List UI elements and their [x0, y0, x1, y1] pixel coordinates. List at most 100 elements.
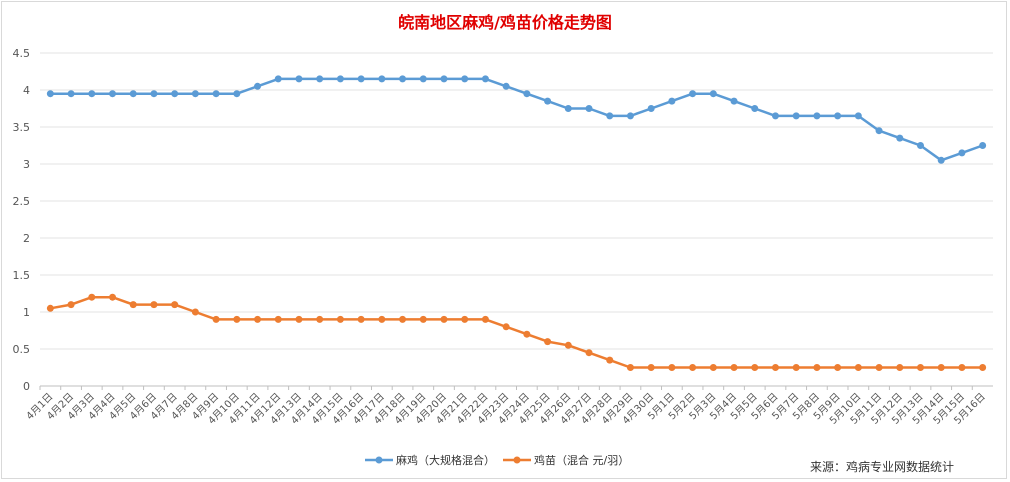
x-axis: 4月1日4月2日4月3日4月4日4月5日4月6日4月7日4月8日4月9日4月10… [24, 386, 988, 427]
data-point-series-1 [626, 364, 634, 371]
data-point-series-1 [813, 364, 821, 371]
data-point-series-0 [854, 112, 862, 120]
data-point-series-0 [544, 97, 552, 105]
data-point-series-0 [792, 112, 800, 120]
y-tick-label: 0 [23, 380, 30, 393]
legend-label-series-1: 鸡苗（混合 元/羽） [534, 453, 629, 467]
data-point-series-0 [564, 105, 572, 112]
data-point-series-1 [254, 315, 262, 323]
data-point-series-1 [854, 364, 862, 371]
data-point-series-1 [336, 315, 344, 323]
data-point-series-0 [916, 142, 924, 149]
data-point-series-0 [109, 90, 117, 98]
data-point-series-1 [109, 293, 117, 301]
y-tick-label: 4 [23, 84, 30, 97]
data-point-series-0 [523, 90, 531, 98]
data-point-series-1 [233, 315, 241, 323]
series-line-1 [50, 295, 983, 369]
data-point-series-1 [440, 315, 448, 323]
data-point-series-1 [481, 315, 489, 323]
y-tick-label: 2.5 [13, 195, 31, 208]
data-point-series-0 [689, 90, 697, 98]
data-point-series-1 [771, 364, 779, 371]
data-point-series-0 [171, 90, 179, 98]
legend-marker-series-0 [375, 456, 383, 464]
legend: 麻鸡（大规格混合） 鸡苗（混合 元/羽） [365, 453, 629, 467]
data-point-series-0 [440, 75, 448, 83]
data-point-series-0 [378, 75, 386, 83]
data-point-series-1 [502, 323, 510, 331]
data-point-series-1 [419, 315, 427, 323]
data-point-series-0 [357, 75, 365, 83]
y-tick-label: 0.5 [13, 343, 31, 356]
grid-lines [40, 52, 993, 387]
chart-title: 皖南地区麻鸡/鸡苗价格走势图 [398, 13, 612, 32]
data-point-series-1 [958, 364, 966, 371]
series-line-0 [50, 77, 984, 162]
data-point-series-0 [88, 90, 96, 98]
data-point-series-1 [730, 364, 738, 371]
data-point-series-0 [150, 90, 158, 98]
data-point-series-1 [378, 315, 386, 323]
y-tick-label: 3.5 [13, 121, 31, 134]
data-point-series-1 [937, 364, 945, 371]
data-point-series-0 [274, 75, 282, 83]
data-point-series-0 [481, 75, 489, 83]
data-point-series-1 [150, 301, 158, 309]
data-point-series-1 [46, 304, 54, 312]
data-point-series-1 [274, 315, 282, 323]
data-point-series-0 [896, 134, 904, 142]
source-note: 来源：鸡病专业网数据统计 [810, 459, 954, 474]
data-point-series-0 [233, 90, 241, 98]
data-point-series-1 [357, 315, 365, 323]
data-point-series-0 [46, 90, 54, 98]
data-point-series-1 [67, 301, 75, 309]
data-point-series-1 [668, 364, 676, 371]
data-point-series-1 [399, 315, 407, 323]
data-point-series-0 [813, 112, 821, 120]
data-point-series-0 [875, 127, 883, 135]
data-point-series-0 [751, 105, 759, 112]
data-point-series-1 [792, 364, 800, 371]
data-point-series-0 [585, 105, 593, 112]
data-point-series-1 [212, 315, 220, 323]
data-point-series-0 [668, 97, 676, 105]
data-point-series-0 [834, 112, 842, 120]
data-point-series-0 [191, 90, 199, 98]
data-point-series-1 [647, 364, 655, 371]
data-point-series-1 [979, 364, 987, 371]
data-point-series-1 [461, 315, 469, 323]
data-point-series-1 [896, 364, 904, 371]
data-point-series-1 [191, 308, 199, 316]
y-tick-label: 2 [23, 232, 30, 245]
data-point-series-1 [689, 364, 697, 371]
data-point-series-1 [585, 349, 593, 357]
data-point-series-0 [67, 90, 75, 98]
data-point-series-0 [937, 156, 945, 164]
y-tick-label: 4.5 [13, 47, 31, 60]
data-point-series-1 [295, 315, 303, 323]
data-point-series-0 [399, 75, 407, 83]
data-point-series-0 [461, 75, 469, 83]
data-point-series-1 [916, 364, 924, 371]
data-point-series-1 [88, 293, 96, 301]
legend-label-series-0: 麻鸡（大规格混合） [396, 453, 495, 467]
data-point-series-1 [564, 341, 572, 349]
data-point-series-0 [979, 142, 987, 149]
data-point-series-1 [544, 338, 552, 346]
data-point-series-1 [709, 364, 717, 371]
data-point-series-0 [295, 75, 303, 83]
data-point-series-0 [254, 82, 262, 90]
data-point-series-1 [875, 364, 883, 371]
data-point-series-0 [709, 90, 717, 98]
y-axis: 0 0.5 1 1.5 2 2.5 3 3.5 4 4.5 [13, 47, 31, 393]
data-point-series-0 [129, 90, 137, 98]
series-group [46, 75, 987, 371]
data-point-series-1 [171, 301, 179, 309]
data-point-series-0 [502, 82, 510, 90]
data-point-series-1 [129, 301, 137, 309]
data-point-series-1 [751, 364, 759, 371]
y-tick-label: 1 [23, 306, 30, 319]
